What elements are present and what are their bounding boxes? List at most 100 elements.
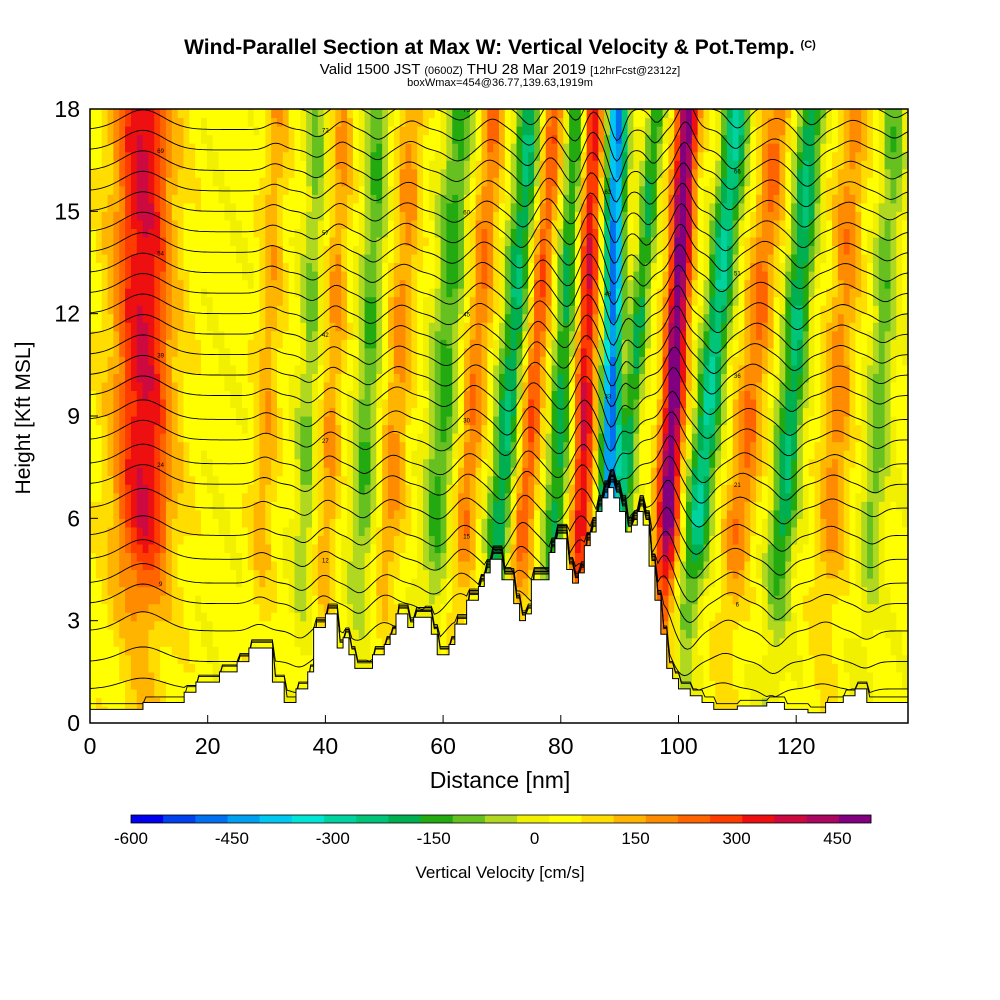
velocity-cell bbox=[230, 450, 237, 460]
velocity-cell bbox=[428, 398, 436, 409]
velocity-cell bbox=[405, 168, 412, 178]
velocity-cell bbox=[446, 458, 453, 468]
velocity-cell bbox=[335, 543, 342, 554]
velocity-cell bbox=[142, 288, 150, 298]
velocity-cell bbox=[148, 509, 155, 519]
velocity-cell bbox=[259, 373, 266, 383]
velocity-cell bbox=[142, 168, 150, 178]
velocity-cell bbox=[487, 381, 494, 392]
velocity-cell bbox=[195, 364, 202, 374]
velocity-cell bbox=[265, 143, 272, 153]
velocity-cell bbox=[300, 339, 307, 349]
velocity-cell bbox=[212, 211, 220, 221]
velocity-cell bbox=[165, 560, 173, 571]
velocity-cell bbox=[154, 177, 161, 187]
velocity-cell bbox=[265, 586, 272, 596]
velocity-cell bbox=[347, 219, 354, 229]
velocity-cell bbox=[405, 458, 412, 468]
velocity-cell bbox=[125, 177, 132, 187]
velocity-cell bbox=[265, 305, 272, 315]
velocity-cell bbox=[481, 219, 488, 229]
velocity-cell bbox=[113, 109, 120, 119]
velocity-cell bbox=[276, 330, 284, 340]
velocity-cell bbox=[306, 134, 313, 144]
velocity-cell bbox=[177, 450, 185, 460]
velocity-cell bbox=[411, 381, 418, 392]
velocity-cell bbox=[183, 160, 190, 170]
velocity-cell bbox=[125, 433, 132, 443]
velocity-cell bbox=[411, 595, 418, 605]
velocity-cell bbox=[247, 126, 255, 136]
velocity-cell bbox=[411, 134, 418, 144]
velocity-cell bbox=[382, 569, 389, 579]
velocity-cell bbox=[259, 288, 266, 298]
velocity-cell bbox=[206, 339, 214, 349]
velocity-cell bbox=[335, 637, 342, 647]
velocity-cell bbox=[288, 245, 296, 255]
velocity-cell bbox=[177, 433, 185, 443]
velocity-cell bbox=[253, 219, 261, 229]
velocity-cell bbox=[493, 552, 500, 562]
velocity-cell bbox=[218, 441, 225, 451]
velocity-cell bbox=[201, 177, 208, 187]
velocity-cell bbox=[224, 168, 231, 178]
velocity-cell bbox=[276, 134, 284, 144]
velocity-cell bbox=[481, 262, 488, 272]
velocity-cell bbox=[440, 416, 448, 426]
velocity-cell bbox=[119, 313, 126, 323]
velocity-cell bbox=[171, 612, 179, 622]
velocity-cell bbox=[481, 322, 488, 332]
velocity-cell bbox=[282, 620, 290, 630]
velocity-cell bbox=[142, 245, 150, 255]
velocity-cell bbox=[440, 467, 448, 477]
velocity-cell bbox=[224, 202, 231, 212]
velocity-cell bbox=[142, 697, 150, 707]
velocity-cell bbox=[364, 398, 372, 409]
velocity-cell bbox=[469, 433, 477, 443]
velocity-cell bbox=[253, 296, 261, 306]
velocity-cell bbox=[434, 492, 442, 502]
velocity-cell bbox=[382, 467, 389, 477]
velocity-cell bbox=[352, 578, 360, 588]
velocity-cell bbox=[271, 211, 278, 221]
velocity-cell bbox=[165, 484, 173, 494]
velocity-cell bbox=[212, 356, 220, 366]
velocity-cell bbox=[154, 236, 161, 247]
velocity-cell bbox=[224, 134, 231, 144]
velocity-cell bbox=[434, 143, 442, 153]
velocity-cell bbox=[288, 330, 296, 340]
velocity-cell bbox=[265, 253, 272, 264]
velocity-cell bbox=[364, 595, 372, 605]
velocity-cell bbox=[107, 535, 114, 545]
velocity-cell bbox=[212, 467, 220, 477]
velocity-cell bbox=[463, 305, 471, 315]
velocity-cell bbox=[189, 398, 196, 409]
velocity-cell bbox=[288, 433, 296, 443]
velocity-cell bbox=[288, 620, 296, 630]
velocity-cell bbox=[300, 518, 307, 528]
velocity-cell bbox=[469, 364, 477, 374]
velocity-cell bbox=[142, 467, 150, 477]
velocity-cell bbox=[119, 168, 126, 178]
velocity-cell bbox=[364, 347, 372, 357]
velocity-cell bbox=[136, 637, 144, 647]
velocity-cell bbox=[130, 151, 138, 161]
velocity-cell bbox=[154, 441, 161, 451]
velocity-cell bbox=[148, 228, 155, 238]
velocity-cell bbox=[130, 424, 138, 434]
velocity-cell bbox=[469, 339, 477, 349]
velocity-cell bbox=[370, 219, 377, 229]
velocity-cell bbox=[469, 552, 477, 562]
velocity-cell bbox=[236, 560, 243, 571]
velocity-cell bbox=[306, 484, 313, 494]
velocity-cell bbox=[177, 245, 185, 255]
velocity-cell bbox=[130, 646, 138, 656]
velocity-cell bbox=[323, 126, 331, 136]
velocity-cell bbox=[259, 356, 266, 366]
velocity-cell bbox=[171, 151, 179, 161]
velocity-cell bbox=[294, 458, 301, 468]
velocity-cell bbox=[282, 569, 290, 579]
velocity-cell bbox=[101, 663, 109, 673]
velocity-cell bbox=[271, 202, 278, 212]
velocity-cell bbox=[487, 467, 494, 477]
